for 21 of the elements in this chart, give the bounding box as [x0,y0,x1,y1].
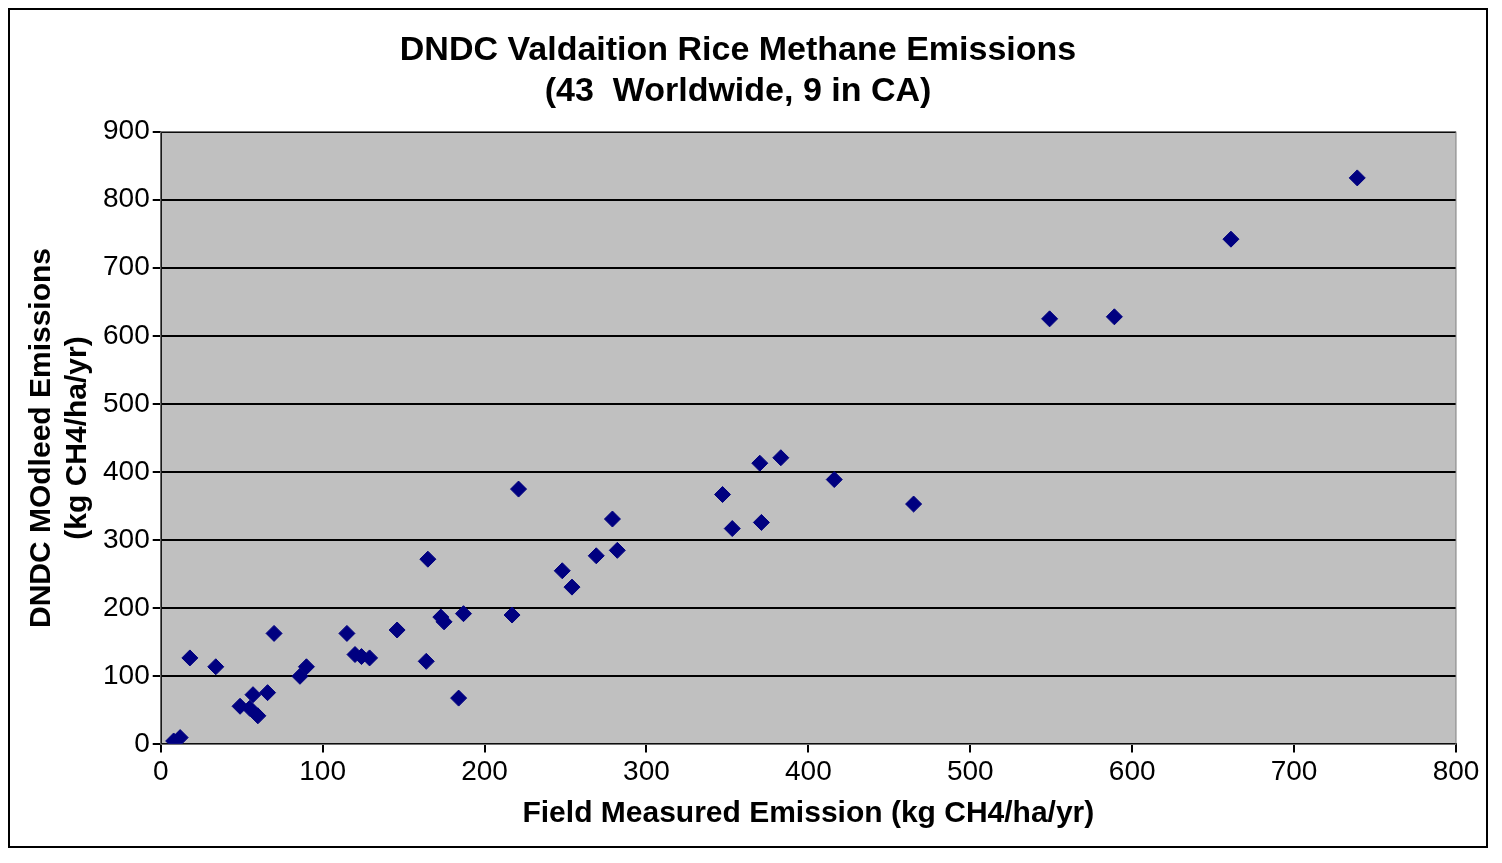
y-tick-label: 900 [103,114,150,146]
y-tick-label: 0 [134,727,150,759]
y-tick-label: 600 [103,318,150,350]
y-tick-label: 200 [103,590,150,622]
y-tick-label: 800 [103,182,150,214]
x-tick-label: 400 [785,754,832,786]
y-tick-label: 700 [103,250,150,282]
x-tick-label: 300 [623,754,670,786]
y-tick-label: 100 [103,659,150,691]
x-tick-label: 500 [946,754,994,786]
y-tick-label: 500 [103,386,150,418]
x-axis-title: Field Measured Emission (kg CH4/ha/yr) [522,795,1095,829]
x-tick-label: 800 [1432,754,1480,786]
x-tick-label: 100 [299,754,346,786]
chart-title: DNDC Valdaition Rice Methane Emissions (43 Worldwide, 9 in CA) [399,28,1077,108]
x-tick-label: 700 [1270,754,1318,786]
y-axis-title: DNDC MOdleed Emissions (kg CH4/ha/yr) [23,247,93,629]
y-tick-label: 400 [103,454,150,486]
y-tick-label: 300 [103,522,150,554]
x-tick-label: 600 [1108,754,1156,786]
x-tick-label: 200 [461,754,508,786]
